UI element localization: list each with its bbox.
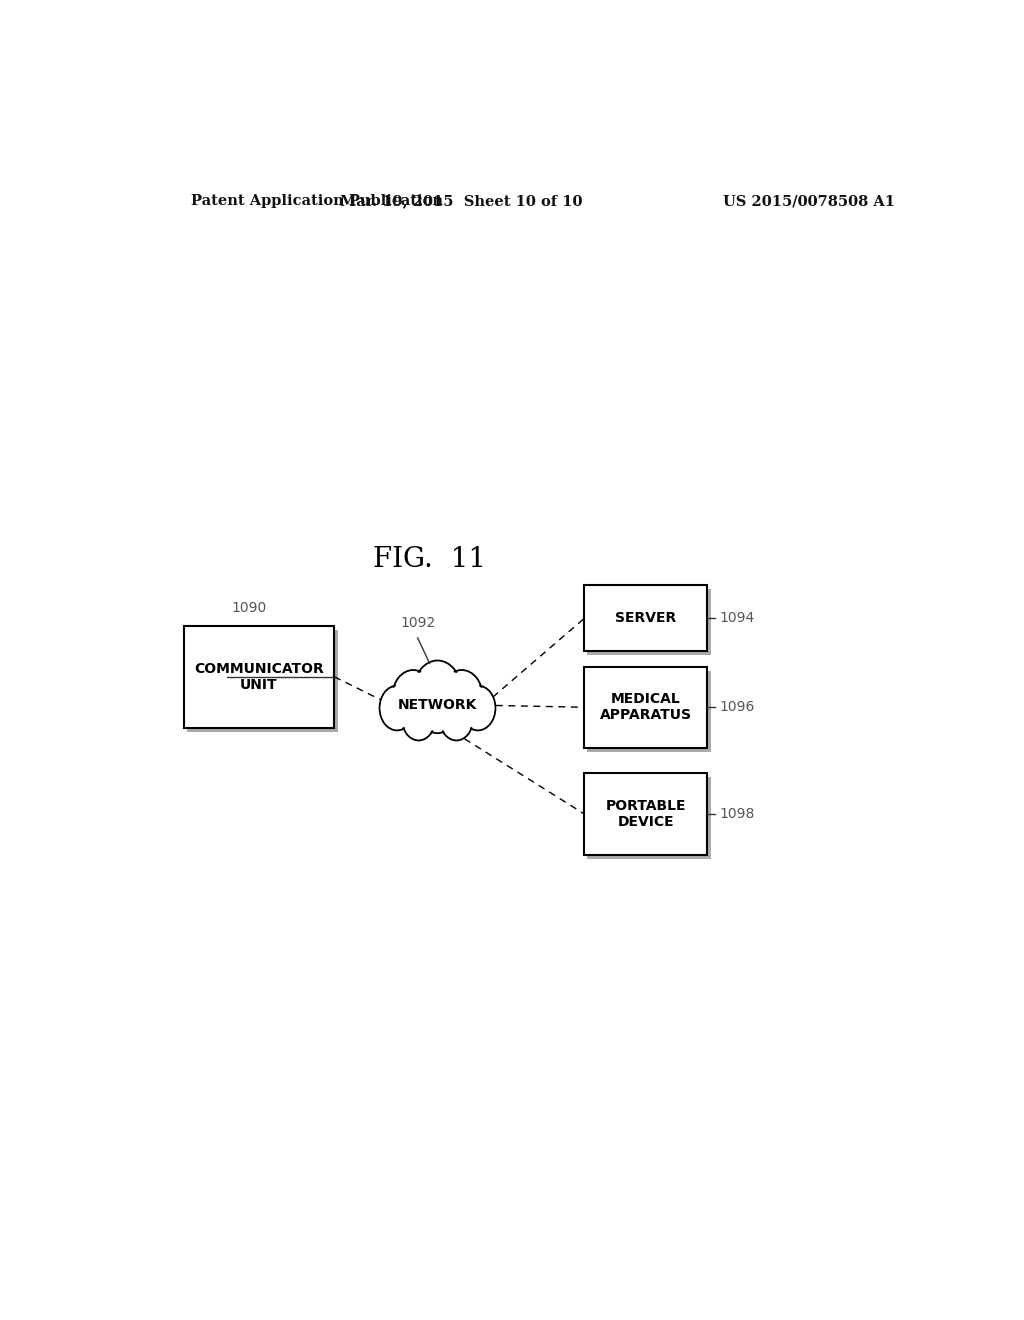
FancyBboxPatch shape	[186, 630, 338, 731]
Text: Mar. 19, 2015  Sheet 10 of 10: Mar. 19, 2015 Sheet 10 of 10	[340, 194, 583, 209]
Circle shape	[416, 677, 460, 733]
Text: 1092: 1092	[400, 615, 435, 630]
Circle shape	[381, 688, 414, 729]
Text: Patent Application Publication: Patent Application Publication	[191, 194, 443, 209]
Text: US 2015/0078508 A1: US 2015/0078508 A1	[723, 194, 895, 209]
Text: 1098: 1098	[719, 807, 755, 821]
Text: 1090: 1090	[231, 601, 266, 615]
FancyBboxPatch shape	[183, 626, 334, 727]
FancyBboxPatch shape	[588, 777, 711, 859]
Text: 1094: 1094	[719, 611, 755, 626]
Circle shape	[415, 663, 460, 719]
Circle shape	[462, 688, 495, 729]
Text: FIG.  11: FIG. 11	[373, 546, 486, 573]
Text: SERVER: SERVER	[615, 611, 677, 626]
Text: NETWORK: NETWORK	[397, 698, 477, 713]
Circle shape	[439, 698, 473, 741]
Circle shape	[394, 672, 433, 722]
Circle shape	[402, 698, 435, 741]
Circle shape	[441, 671, 482, 723]
Text: COMMUNICATOR
UNIT: COMMUNICATOR UNIT	[195, 661, 324, 692]
FancyBboxPatch shape	[585, 774, 708, 854]
FancyBboxPatch shape	[588, 589, 711, 656]
Circle shape	[461, 685, 496, 730]
Circle shape	[392, 671, 434, 723]
Text: MEDICAL
APPARATUS: MEDICAL APPARATUS	[600, 692, 692, 722]
Circle shape	[414, 660, 462, 722]
FancyBboxPatch shape	[585, 667, 708, 748]
Circle shape	[417, 680, 458, 731]
Circle shape	[380, 685, 415, 730]
Circle shape	[403, 700, 434, 739]
FancyBboxPatch shape	[588, 671, 711, 752]
Text: 1096: 1096	[719, 700, 755, 714]
Circle shape	[442, 672, 481, 722]
Circle shape	[441, 700, 472, 739]
Text: PORTABLE
DEVICE: PORTABLE DEVICE	[605, 799, 686, 829]
FancyBboxPatch shape	[585, 585, 708, 651]
